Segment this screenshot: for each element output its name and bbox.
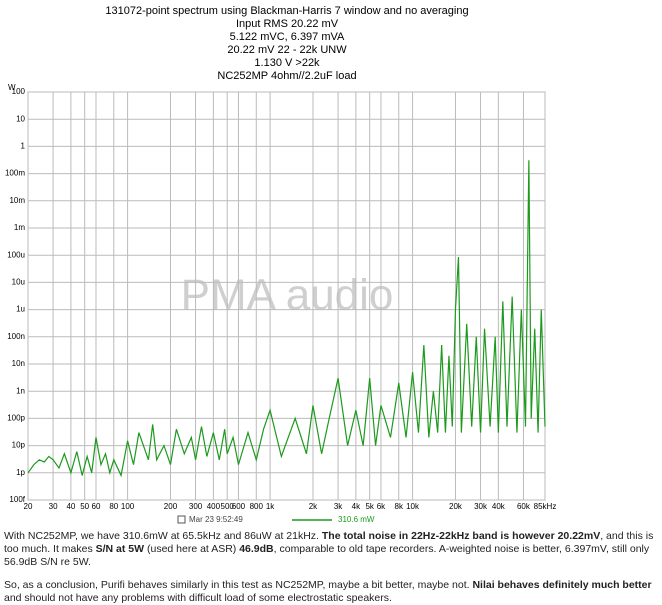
y-tick-label: 10u [12,278,25,287]
chart-title: 5.122 mVC, 6.397 mVA [230,31,345,43]
y-tick-label: 100p [7,414,25,423]
text: , comparable to old tape recorders. A-we… [4,543,650,568]
y-tick-label: 100n [7,332,25,341]
x-tick-label: 5k [365,502,374,511]
post: With NC252MP, we have 310.6mW at 65.5kHz… [0,530,662,605]
text: So, as a conclusion, Purifi behaves simi… [4,579,473,591]
x-tick-label: 60 [92,502,101,511]
x-tick-label: 6k [377,502,386,511]
spectrum-line [27,160,546,478]
bold-text: The total noise in 22Hz-22kHz band is ho… [321,530,601,542]
paragraph: With NC252MP, we have 310.6mW at 65.5kHz… [4,530,658,569]
bold-text: S/N at 5W [95,543,145,555]
x-tick-label: 2k [309,502,318,511]
text: and should not have any problems with di… [4,592,392,604]
legend-checkbox[interactable] [177,515,186,524]
x-tick-label: 30 [49,502,58,511]
y-tick-label: 1n [16,386,25,395]
chart-title: NC252MP 4ohm//2.2uF load [217,70,356,82]
x-tick-label: 80 [109,502,118,511]
x-tick-label: 8k [395,502,404,511]
x-tick-label: 600 [232,502,246,511]
bold-text: Nilai behaves definitely much better [472,579,652,591]
chart-title: 1.130 V >22k [254,57,320,69]
x-tick-label: 85kHz [534,502,557,511]
x-tick-label: 50 [80,502,89,511]
y-axis-label: W [8,83,16,92]
x-tick-label: 30k [474,502,488,511]
y-tick-label: 10m [9,196,25,205]
y-tick-label: 1p [16,468,25,477]
x-tick-label: 40 [66,502,75,511]
watermark: PMA audio [181,271,394,320]
x-tick-label: 800 [250,502,264,511]
x-tick-label: 100 [121,502,135,511]
legend-label: 310.6 mW [338,515,375,524]
y-tick-label: 1m [14,223,25,232]
chart-title: Input RMS 20.22 mV [236,18,339,30]
paragraph: So, as a conclusion, Purifi behaves simi… [4,579,658,605]
x-tick-label: 200 [164,502,178,511]
text: (used here at ASR) [144,543,240,555]
x-tick-label: 300 [189,502,203,511]
y-tick-label: 10n [12,359,25,368]
chart-title: 20.22 mV 22 - 22k UNW [227,44,347,56]
text: , and this is too much. It makes [4,530,654,555]
y-tick-label: 100 [12,87,26,96]
x-tick-label: 20k [449,502,463,511]
x-tick-label: 4k [352,502,361,511]
bold-text: 46.9dB [239,543,274,555]
x-tick-label: 10k [406,502,420,511]
x-tick-label: 20 [24,502,33,511]
x-tick-label: 40k [492,502,506,511]
y-tick-label: 100u [7,250,25,259]
y-tick-label: 100f [9,495,25,504]
y-tick-label: 100m [5,169,25,178]
chart-title: 131072-point spectrum using Blackman-Har… [105,5,468,17]
x-tick-label: 60k [517,502,531,511]
y-tick-label: 10 [16,114,25,123]
chart: W PMA audio Mar 23 9:52:49 131072-point … [5,5,557,524]
x-tick-label: 1k [266,502,275,511]
x-tick-label: 3k [334,502,343,511]
text: With NC252MP, we have 310.6mW at 65.5kHz… [4,530,322,542]
legend-title: Mar 23 9:52:49 [189,515,243,524]
y-tick-label: 1u [16,305,25,314]
x-tick-label: 500 [221,502,235,511]
y-tick-label: 10p [12,441,26,450]
y-tick-label: 1 [21,142,26,151]
x-tick-label: 400 [207,502,221,511]
